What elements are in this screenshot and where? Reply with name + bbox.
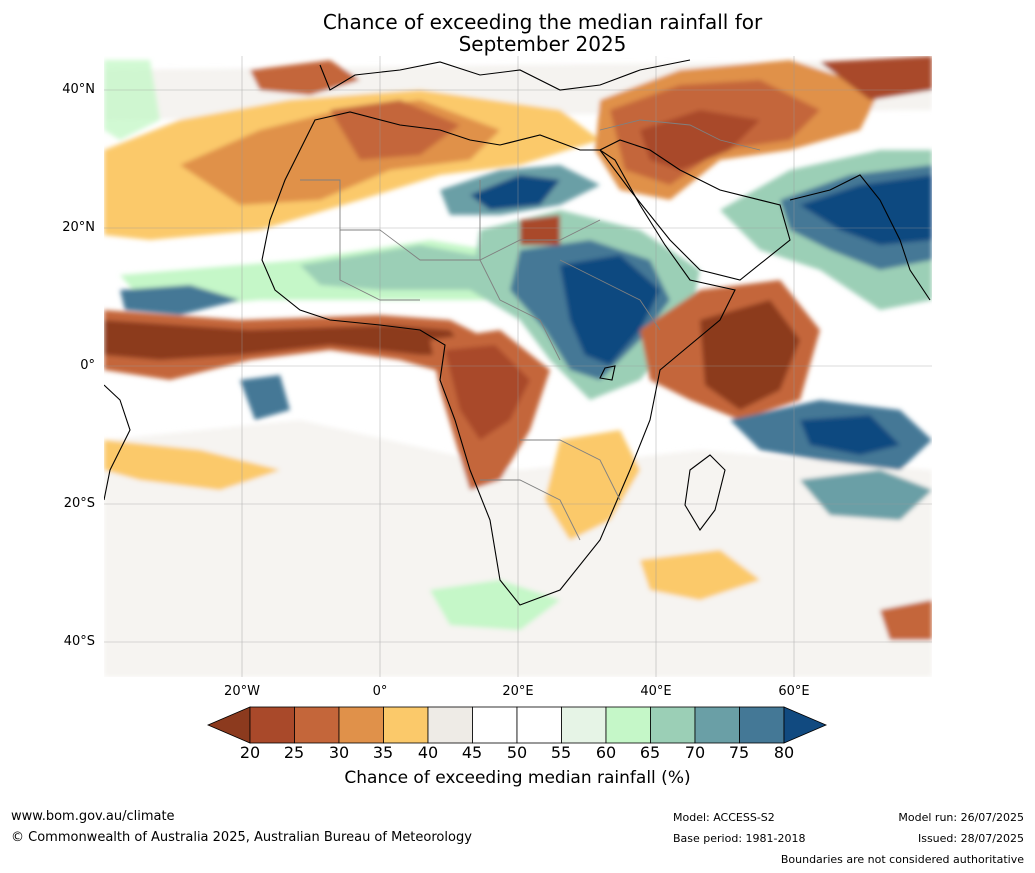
colorbar-tick: 20 — [239, 743, 261, 762]
colorbar-segment — [516, 706, 562, 744]
colorbar-segment — [338, 706, 384, 744]
colorbar-tick: 30 — [328, 743, 350, 762]
colorbar-segment — [561, 706, 607, 744]
lat-label-20s: 20°S — [63, 496, 95, 511]
colorbar-segment — [739, 706, 785, 744]
coastlines — [104, 59, 931, 606]
colorbar — [206, 706, 828, 744]
map-gridlines — [104, 56, 932, 677]
lat-label-40s: 40°S — [63, 634, 95, 649]
colorbar-segment — [694, 706, 740, 744]
colorbar-tick: 40 — [417, 743, 439, 762]
lon-label-20w: 20°W — [224, 684, 260, 699]
boundaries-disclaimer: Boundaries are not considered authoritat… — [780, 853, 1024, 866]
colorbar-label: Chance of exceeding median rainfall (%) — [344, 768, 691, 788]
colorbar-tick: 70 — [684, 743, 706, 762]
lat-label-40n: 40°N — [62, 82, 95, 97]
colorbar-extend-high — [783, 706, 828, 744]
issued-date: Issued: 28/07/2025 — [917, 832, 1024, 845]
colorbar-segment — [294, 706, 340, 744]
colorbar-segment — [249, 706, 295, 744]
lat-label-20n: 20°N — [62, 220, 95, 235]
lon-label-0: 0° — [372, 684, 388, 699]
colorbar-tick: 45 — [461, 743, 483, 762]
colorbar-tick: 65 — [639, 743, 661, 762]
colorbar-segment — [605, 706, 651, 744]
country-borders — [300, 119, 761, 541]
map-title-line2: September 2025 — [458, 32, 627, 56]
colorbar-segment — [472, 706, 518, 744]
colorbar-segment — [427, 706, 473, 744]
colorbar-tick: 60 — [595, 743, 617, 762]
base-period: Base period: 1981-2018 — [673, 832, 806, 845]
colorbar-segment — [383, 706, 429, 744]
colorbar-segment — [650, 706, 696, 744]
copyright-text: © Commonwealth of Australia 2025, Austra… — [11, 830, 472, 845]
model-info: Model: ACCESS-S2 — [673, 811, 775, 824]
colorbar-tick: 35 — [372, 743, 394, 762]
model-run-date: Model run: 26/07/2025 — [898, 811, 1024, 824]
lat-label-0: 0° — [80, 358, 95, 373]
colorbar-tick: 75 — [728, 743, 750, 762]
colorbar-tick: 55 — [550, 743, 572, 762]
lon-label-60e: 60°E — [778, 684, 810, 699]
colorbar-tick: 50 — [506, 743, 528, 762]
lon-label-20e: 20°E — [502, 684, 534, 699]
colorbar-tick: 80 — [773, 743, 795, 762]
map-title-line1: Chance of exceeding the median rainfall … — [322, 10, 763, 34]
colorbar-extend-low — [206, 706, 251, 744]
website-link[interactable]: www.bom.gov.au/climate — [11, 809, 175, 824]
lon-label-40e: 40°E — [640, 684, 672, 699]
colorbar-tick: 25 — [283, 743, 305, 762]
